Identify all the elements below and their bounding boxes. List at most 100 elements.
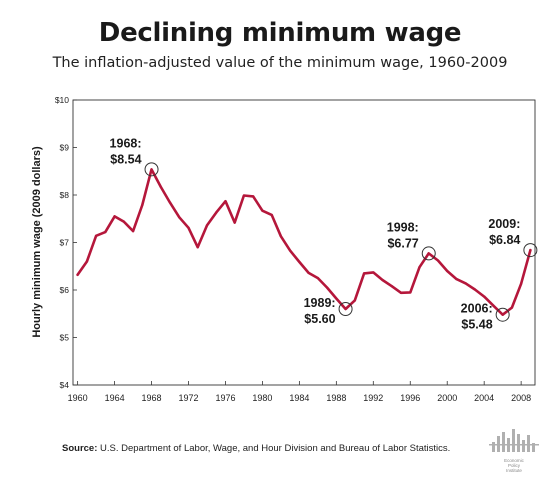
data-point: [316, 277, 319, 280]
data-point: [150, 168, 153, 171]
data-point: [298, 260, 301, 264]
data-point: [326, 286, 329, 289]
logo-line-3: Institute: [506, 468, 522, 473]
data-point: [252, 195, 255, 198]
axes: $4 $5 $6 $7 $8 $9 $10 1960 1964 1968 1972 1976 1980 1…: [55, 95, 536, 403]
x-tick-label: 2004: [474, 393, 494, 403]
data-point: [95, 234, 98, 237]
data-point: [418, 266, 421, 269]
data-point: [353, 299, 356, 302]
y-tick-label: $4: [60, 380, 70, 390]
data-point: [510, 306, 513, 309]
data-point: [113, 215, 116, 218]
annotation-year: 1968:: [110, 136, 142, 150]
annotation-marker: [523, 243, 538, 258]
plot-frame: [72, 99, 536, 386]
data-point: [279, 235, 282, 238]
logo-line-1: Economic: [504, 458, 524, 463]
data-point: [196, 246, 199, 249]
data-point: [446, 269, 449, 273]
chart-subtitle: The inflation-adjusted value of the mini…: [52, 55, 508, 71]
data-point: [178, 216, 181, 219]
x-tick-label: 1980: [252, 393, 272, 403]
data-point: [270, 213, 273, 217]
data-point: [473, 288, 477, 291]
series-line: [76, 168, 532, 316]
data-point: [372, 271, 375, 274]
data-point: [76, 273, 79, 276]
data-point: [85, 260, 88, 263]
data-point: [483, 295, 486, 298]
data-point: [399, 291, 403, 294]
data-point: [187, 226, 190, 229]
annotation-value: $5.48: [461, 318, 492, 332]
x-tick-label: 2000: [437, 393, 457, 403]
logo-bars: [489, 429, 539, 452]
data-point: [520, 282, 523, 285]
y-tick-label: $10: [55, 95, 69, 105]
x-tick-label: 1972: [178, 393, 198, 403]
data-point: [362, 272, 366, 275]
data-point: [335, 297, 338, 300]
data-point: [381, 278, 384, 282]
annotations-layer: 1968: $8.54 1989: $5.60 1998: $6.77 2006: $5.48…: [110, 136, 538, 332]
logo-line-2: Policy: [507, 463, 520, 468]
x-tick-label: 1976: [215, 393, 235, 403]
x-tick-label: 1960: [68, 393, 88, 403]
data-point: [409, 291, 412, 294]
economic-policy-institute-logo-icon: Economic Policy Institute: [486, 424, 542, 480]
data-point: [224, 200, 227, 203]
annotation-marker: [495, 307, 510, 322]
source-text: U.S. Department of Labor, Wage, and Hour…: [97, 443, 451, 454]
data-point: [529, 249, 532, 252]
source-label: Source:: [62, 443, 98, 454]
annotation-year: 2009:: [488, 217, 520, 231]
x-tick-label: 1992: [363, 393, 383, 403]
data-point: [464, 282, 467, 285]
data-point: [390, 285, 393, 288]
annotation-value: $8.54: [110, 152, 141, 166]
series-layer: [76, 168, 532, 316]
data-point: [242, 194, 246, 197]
x-tick-label: 1988: [326, 393, 346, 403]
data-point: [344, 307, 347, 311]
x-tick-label: 1996: [400, 393, 420, 403]
source-note: Source: U.S. Department of Labor, Wage, …: [62, 443, 450, 454]
annotation-value: $6.84: [489, 233, 520, 247]
annotation-year: 1989:: [304, 296, 336, 310]
data-point: [141, 203, 144, 207]
data-point: [168, 201, 172, 204]
annotation-year: 2006:: [461, 302, 493, 316]
y-tick-label: $6: [60, 285, 70, 295]
data-point: [261, 209, 264, 212]
x-tick-label: 2008: [511, 393, 531, 403]
x-tick-label: 1984: [289, 393, 309, 403]
data-point: [289, 249, 292, 252]
y-tick-label: $5: [60, 333, 70, 343]
y-tick-label: $7: [60, 238, 70, 248]
annotation-value: $6.77: [387, 236, 418, 250]
data-point: [233, 221, 236, 224]
data-point: [159, 185, 162, 189]
data-point: [427, 252, 430, 255]
data-point: [131, 230, 135, 233]
data-point: [492, 304, 495, 307]
data-point: [205, 224, 209, 227]
chart-title: Declining minimum wage: [98, 18, 462, 48]
annotation-marker: [421, 246, 436, 261]
data-point: [501, 313, 504, 316]
y-axis-label: Hourly minimum wage (2009 dollars): [31, 146, 43, 338]
data-point: [104, 230, 107, 234]
logo-text: Economic Policy Institute: [486, 458, 542, 473]
annotation-marker: [144, 162, 159, 177]
data-point: [215, 211, 218, 214]
annotation-year: 1998:: [387, 220, 419, 234]
data-point: [436, 259, 440, 262]
y-tick-label: $9: [60, 143, 70, 153]
data-point: [122, 220, 125, 223]
annotation-value: $5.60: [304, 312, 335, 326]
data-point: [307, 271, 310, 274]
y-tick-label: $8: [60, 190, 70, 200]
x-tick-label: 1964: [105, 393, 125, 403]
